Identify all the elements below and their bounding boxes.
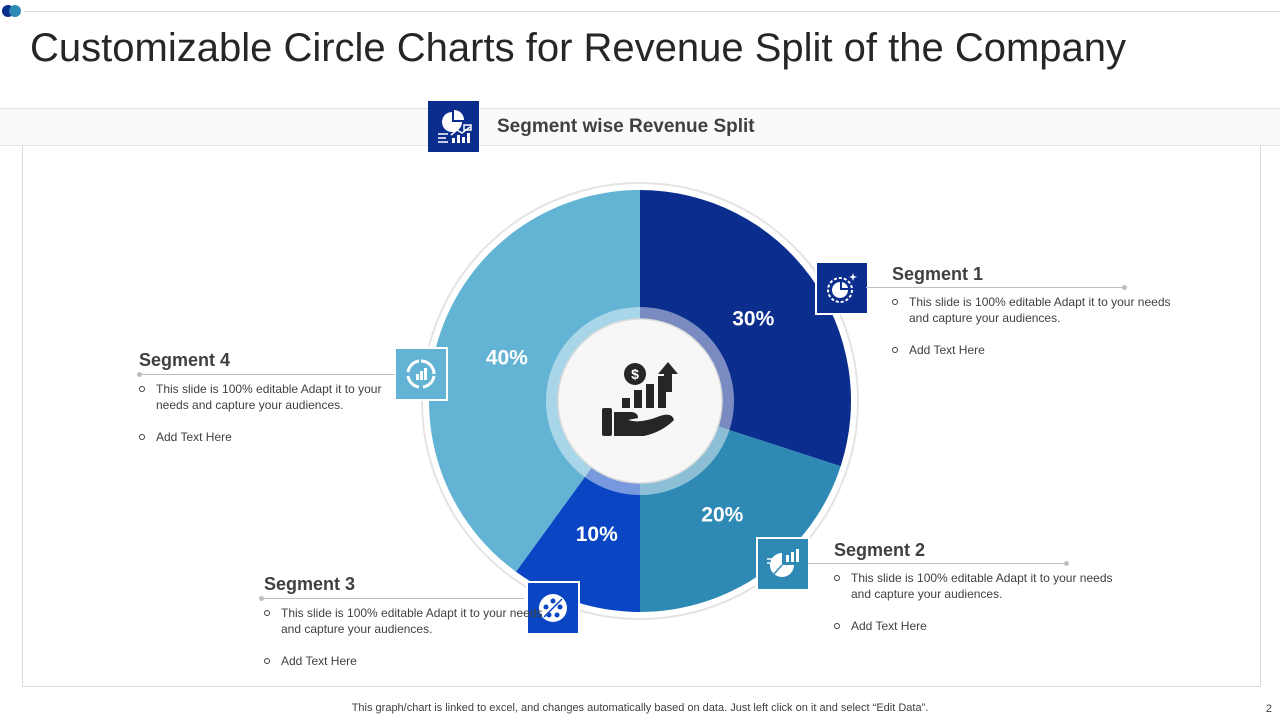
list-item: This slide is 100% editable Adapt it to … xyxy=(892,294,1182,326)
segment-1-connector-dot xyxy=(1122,285,1127,290)
footer-note: This graph/chart is linked to excel, and… xyxy=(351,702,929,714)
segment-1-bullets: This slide is 100% editable Adapt it to … xyxy=(892,294,1182,358)
segment-4-bullets: This slide is 100% editable Adapt it to … xyxy=(139,381,399,445)
list-item: This slide is 100% editable Adapt it to … xyxy=(264,605,554,637)
segment-3-bullets: This slide is 100% editable Adapt it to … xyxy=(264,605,554,669)
accent-dot-light xyxy=(9,5,21,17)
header-title: Segment wise Revenue Split xyxy=(497,116,755,137)
list-item: Add Text Here xyxy=(264,653,554,669)
slice-label-3: 10% xyxy=(576,523,618,546)
list-item: This slide is 100% editable Adapt it to … xyxy=(834,570,1124,602)
slice-label-4: 40% xyxy=(486,347,528,370)
top-divider xyxy=(24,11,1280,12)
segment-1-connector xyxy=(866,287,1125,288)
list-item: Add Text Here xyxy=(834,618,1124,634)
segment-3-connector xyxy=(262,598,524,599)
segment-3-title: Segment 3 xyxy=(264,574,356,594)
list-item: This slide is 100% editable Adapt it to … xyxy=(139,381,399,413)
slice-label-2: 20% xyxy=(701,503,743,526)
segment-2-bullets: This slide is 100% editable Adapt it to … xyxy=(834,570,1124,634)
pie-chart-sparkle-icon xyxy=(817,263,867,313)
svg-text:$: $ xyxy=(631,366,639,382)
slice-label-1: 30% xyxy=(732,308,774,331)
accent-dots xyxy=(2,5,22,17)
segment-2-connector xyxy=(808,563,1067,564)
segment-4-connector-dot xyxy=(137,372,142,377)
cycle-chart-icon xyxy=(396,349,446,399)
header-band xyxy=(0,108,1280,146)
pie-chart-growth-icon xyxy=(428,101,479,152)
list-item: Add Text Here xyxy=(139,429,399,445)
pie-slice-4[interactable] xyxy=(429,190,640,572)
segment-3-connector-dot xyxy=(259,596,264,601)
segment-1-title: Segment 1 xyxy=(892,264,984,284)
segment-2-connector-dot xyxy=(1064,561,1069,566)
money-growth-hand-icon: $ xyxy=(602,362,678,436)
list-item: Add Text Here xyxy=(892,342,1182,358)
segment-2-title: Segment 2 xyxy=(834,540,926,560)
pie-bar-chart-icon xyxy=(758,539,808,589)
segment-4-connector xyxy=(141,374,395,375)
team-network-icon xyxy=(528,583,578,633)
segment-4-title: Segment 4 xyxy=(139,350,231,370)
slide-title: Customizable Circle Charts for Revenue S… xyxy=(30,26,1127,70)
page-number: 2 xyxy=(1265,703,1272,715)
